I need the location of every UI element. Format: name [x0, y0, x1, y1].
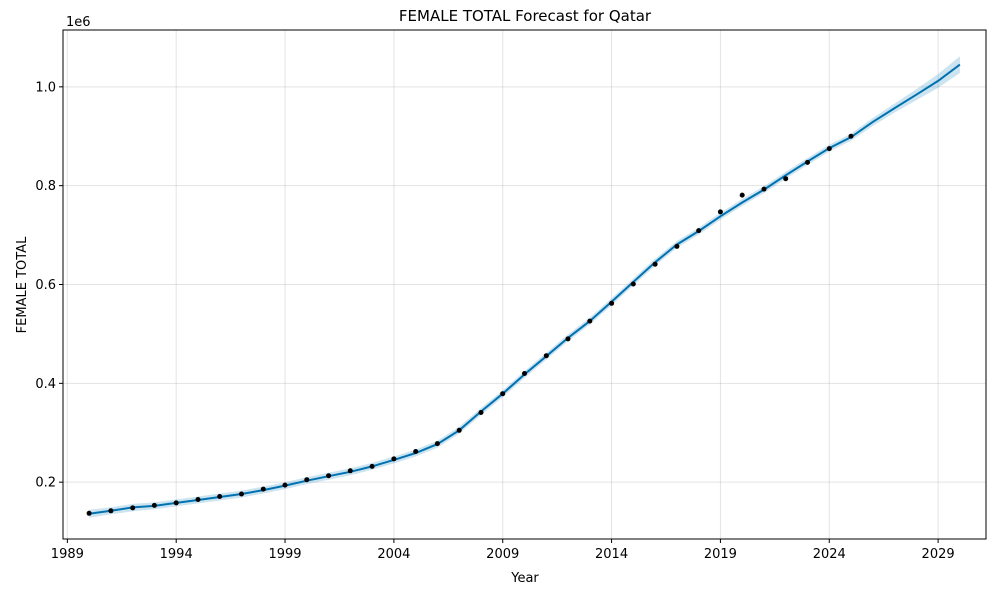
y-tick-label: 1.0	[35, 80, 56, 95]
x-tick-label: 1994	[160, 547, 193, 562]
observed-point	[652, 261, 658, 267]
x-tick-label: 2009	[486, 547, 519, 562]
observed-point	[195, 497, 201, 502]
observed-point	[826, 146, 832, 152]
observed-point	[500, 391, 506, 397]
observed-point	[609, 300, 615, 306]
observed-point	[369, 463, 375, 469]
x-tick-label: 2004	[377, 547, 410, 562]
observed-point	[761, 186, 767, 192]
y-axis-ticks: 0.2 0.4 0.6 0.8 1.0	[35, 80, 63, 491]
chart-title: FEMALE TOTAL Forecast for Qatar	[399, 7, 652, 25]
observed-point	[674, 243, 680, 249]
observed-point	[239, 491, 244, 497]
observed-point	[805, 159, 810, 165]
observed-point	[717, 209, 723, 215]
observed-point	[848, 133, 854, 139]
observed-point	[565, 336, 571, 342]
observed-point	[696, 228, 702, 234]
grid-lines	[63, 30, 986, 539]
observed-point	[130, 505, 136, 511]
y-tick-label: 0.6	[35, 278, 56, 293]
observed-points	[86, 133, 854, 516]
observed-point	[434, 441, 440, 447]
observed-point	[391, 456, 397, 462]
observed-point	[260, 486, 266, 492]
y-tick-label: 0.2	[35, 476, 56, 491]
observed-point	[630, 281, 636, 287]
observed-point	[347, 468, 353, 474]
observed-point	[86, 510, 92, 516]
x-axis-label: Year	[510, 571, 539, 586]
x-tick-label: 1989	[51, 547, 84, 562]
y-axis-label: FEMALE TOTAL	[15, 236, 30, 333]
observed-point	[173, 500, 179, 506]
observed-point	[282, 482, 288, 488]
x-axis-ticks: 1989 1994 1999 2004 2009 2014 2019 2024 2029	[51, 539, 955, 562]
y-tick-label: 0.8	[35, 179, 56, 194]
x-tick-label: 1999	[268, 547, 301, 562]
observed-point	[217, 494, 223, 499]
observed-point	[413, 449, 419, 454]
observed-point	[304, 477, 310, 483]
observed-point	[587, 318, 593, 324]
observed-point	[522, 371, 527, 376]
observed-point	[739, 192, 745, 198]
x-tick-label: 2029	[922, 547, 955, 562]
observed-point	[108, 508, 114, 514]
plot-area	[63, 30, 986, 539]
observed-point	[543, 353, 549, 359]
y-offset-label: 1e6	[66, 15, 91, 30]
observed-point	[783, 176, 789, 182]
x-tick-label: 2019	[704, 547, 737, 562]
x-tick-label: 2014	[595, 547, 628, 562]
observed-point	[456, 427, 462, 433]
y-tick-label: 0.4	[35, 377, 56, 392]
observed-point	[478, 410, 484, 415]
observed-point	[326, 473, 332, 479]
observed-point	[151, 502, 157, 508]
x-tick-label: 2024	[813, 547, 846, 562]
